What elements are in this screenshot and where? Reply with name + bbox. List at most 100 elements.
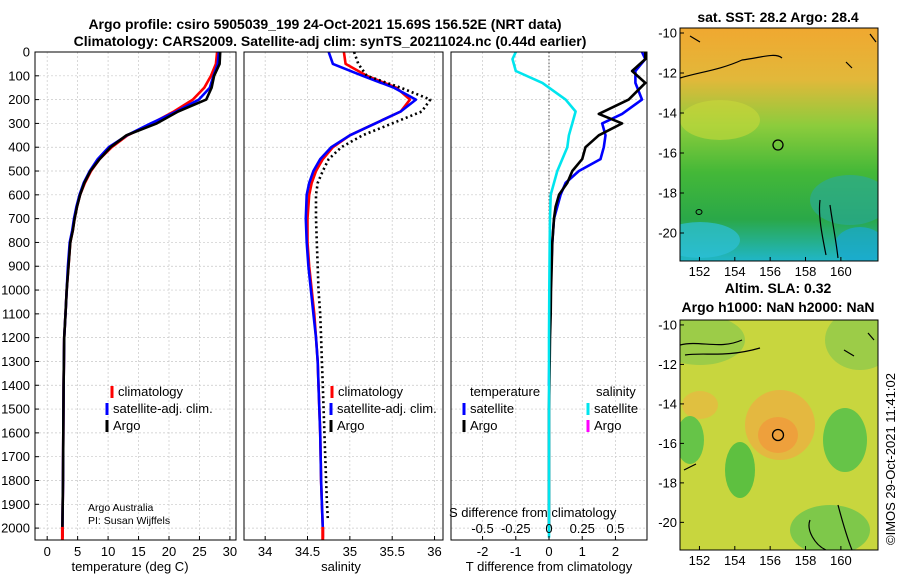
- difference-legend: temperature salinity satellite Argo sate…: [462, 384, 638, 433]
- depth-tick-label: 1500: [1, 402, 30, 417]
- depth-tick-label: 500: [8, 164, 30, 179]
- map-lon-tick-label: 152: [689, 264, 711, 279]
- temperature-xtick-label: 10: [101, 544, 115, 559]
- depth-tick-label: 1600: [1, 425, 30, 440]
- depth-tick-label: 200: [8, 92, 30, 107]
- temperature-axes-frame: [34, 51, 237, 541]
- difference-xtick-label: -2: [477, 544, 489, 559]
- difference-xtick-label: 0: [545, 544, 552, 559]
- map-lat-tick-label: -18: [658, 475, 677, 490]
- legend3-sal-argo-label: Argo: [594, 418, 621, 433]
- sla-map-frame: [679, 319, 879, 551]
- sla-map-title2: Argo h1000: NaN h2000: NaN: [682, 299, 875, 315]
- map-lon-tick-label: 154: [724, 553, 746, 568]
- sst-map-features: [680, 33, 878, 261]
- legend3-temp-argo-label: Argo: [470, 418, 497, 433]
- map-lat-tick-label: -20: [658, 515, 677, 530]
- figure-title-line2: Climatology: CARS2009. Satellite-adj cli…: [74, 33, 587, 49]
- salinity-xlabel: salinity: [321, 559, 361, 574]
- sla-map-features: [680, 320, 878, 550]
- sla-argo-location-marker: [771, 428, 785, 442]
- legend2-argo-label: Argo: [337, 418, 364, 433]
- sst-map-title: sat. SST: 28.2 Argo: 28.4: [697, 9, 859, 25]
- salinity-diff-tick-label: 0: [545, 521, 552, 536]
- salinity-xtick-label: 34: [258, 544, 272, 559]
- difference-series-2: [511, 51, 577, 538]
- legend3-temp-satellite-label: satellite: [470, 401, 514, 416]
- depth-tick-label: 1200: [1, 330, 30, 345]
- legend3-temperature-heading: temperature: [470, 384, 540, 399]
- salinity-xtick-label: 36: [427, 544, 441, 559]
- map-lat-tick-label: -14: [658, 396, 677, 411]
- depth-tick-label: 2000: [1, 521, 30, 536]
- salinity-diff-tick-label: -0.25: [501, 521, 531, 536]
- salinity-axes-frame: [243, 51, 444, 541]
- temperature-xtick-label: 5: [74, 544, 81, 559]
- timestamp-label: ©IMOS 29-Oct-2021 11:41:02: [883, 373, 898, 545]
- t-difference-xlabel: T difference from climatology: [466, 559, 633, 574]
- map-lat-tick-label: -18: [658, 186, 677, 201]
- salinity-panel: 34 34.5 35 35.5 36 salinity climatology sate…: [243, 51, 444, 574]
- salinity-series-2: [314, 51, 432, 519]
- temperature-xtick-label: 20: [162, 544, 176, 559]
- map-lat-tick-label: -10: [658, 317, 677, 332]
- legend2-climatology-label: climatology: [338, 384, 404, 399]
- map-lon-tick-label: 156: [759, 264, 781, 279]
- depth-tick-label: 400: [8, 140, 30, 155]
- legend-satellite-label: satellite-adj. clim.: [113, 401, 213, 416]
- depth-tick-label: 700: [8, 211, 30, 226]
- legend3-sal-satellite-label: satellite: [594, 401, 638, 416]
- salinity-series-0: [306, 51, 412, 538]
- map-lon-tick-label: 160: [830, 553, 852, 568]
- temperature-legend: climatology satellite-adj. clim. Argo: [105, 384, 213, 433]
- sst-map-frame: [679, 27, 879, 262]
- difference-panel: -2 -1 0 1 2 -0.5 -0.25 0 0.25 0.5 S difference f…: [449, 51, 648, 574]
- depth-tick-label: 1000: [1, 283, 30, 298]
- map-lat-tick-label: -16: [658, 146, 677, 161]
- depth-tick-label: 1900: [1, 497, 30, 512]
- map-lon-tick-label: 156: [759, 553, 781, 568]
- map-lat-tick-label: -12: [658, 66, 677, 81]
- salinity-xtick-label: 35: [343, 544, 357, 559]
- s-difference-label: S difference from climatology: [449, 505, 617, 520]
- sla-map: Altim. SLA: 0.32 Argo h1000: NaN h2000: …: [658, 280, 879, 568]
- credit-line1: Argo Australia: [88, 502, 154, 514]
- sst-argo-location-marker: [772, 139, 784, 151]
- map-lat-tick-label: -14: [658, 106, 677, 121]
- salinity-xtick-label: 35.5: [380, 544, 405, 559]
- temperature-series-0: [61, 51, 219, 538]
- temperature-series-2: [61, 51, 222, 538]
- salinity-series-1: [304, 51, 418, 538]
- depth-tick-label: 1300: [1, 354, 30, 369]
- depth-tick-label: 900: [8, 259, 30, 274]
- salinity-legend: climatology satellite-adj. clim. Argo: [329, 384, 437, 433]
- temperature-xtick-label: 15: [131, 544, 145, 559]
- depth-tick-label: 800: [8, 235, 30, 250]
- difference-xtick-label: 1: [579, 544, 586, 559]
- depth-tick-label: 1700: [1, 449, 30, 464]
- map-lon-tick-label: 152: [689, 553, 711, 568]
- map-lon-tick-label: 154: [724, 264, 746, 279]
- salinity-xtick-label: 34.5: [295, 544, 320, 559]
- temperature-xtick-label: 30: [223, 544, 237, 559]
- depth-tick-label: 100: [8, 68, 30, 83]
- salinity-diff-tick-label: -0.5: [471, 521, 493, 536]
- credit-line2: PI: Susan Wijffels: [88, 515, 170, 527]
- temperature-xtick-label: 0: [44, 544, 51, 559]
- map-lon-tick-label: 160: [830, 264, 852, 279]
- legend2-satellite-label: satellite-adj. clim.: [337, 401, 437, 416]
- map-lon-tick-label: 158: [795, 264, 817, 279]
- difference-xtick-label: 2: [612, 544, 619, 559]
- depth-tick-label: 1800: [1, 473, 30, 488]
- map-lat-tick-label: -20: [658, 226, 677, 241]
- map-lat-tick-label: -10: [658, 26, 677, 41]
- salinity-diff-tick-label: 0.5: [606, 521, 624, 536]
- depth-tick-label: 1100: [2, 306, 30, 321]
- map-lon-tick-label: 158: [795, 553, 817, 568]
- temperature-series-1: [61, 51, 221, 538]
- legend3-salinity-heading: salinity: [596, 384, 636, 399]
- depth-tick-label: 600: [8, 187, 30, 202]
- temperature-xlabel: temperature (deg C): [71, 559, 188, 574]
- depth-tick-label: 0: [23, 45, 30, 60]
